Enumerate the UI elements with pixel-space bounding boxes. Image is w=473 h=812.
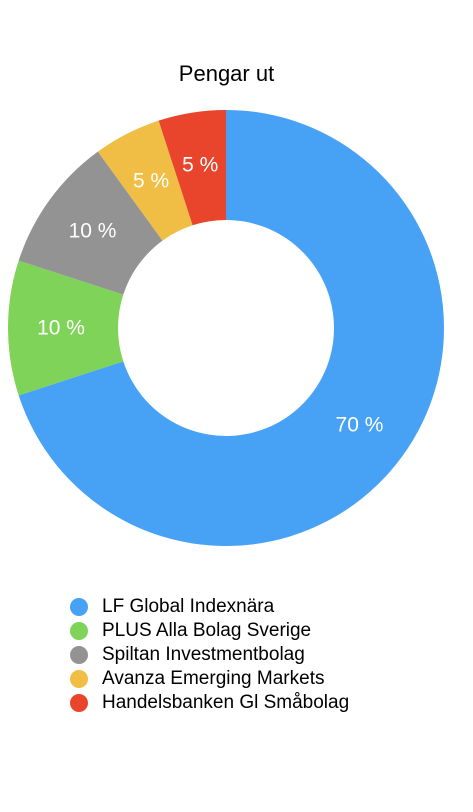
slice-handelsbanken-gl-smabolag: [158, 110, 226, 226]
slice-label-lf-global-indexnara: 70 %: [336, 413, 384, 436]
legend-swatch: [70, 670, 88, 688]
donut-slice-labels: 70 % 10 % 10 % 5 % 5 %: [37, 154, 383, 437]
legend-item-plus-alla-bolag-sverige: PLUS Alla Bolag Sverige: [70, 619, 349, 643]
donut-slices: [8, 110, 445, 546]
slice-label-avanza-emerging-markets: 5 %: [133, 169, 169, 192]
legend-swatch: [70, 598, 88, 616]
slice-label-spiltan-investmentbolag: 10 %: [69, 220, 117, 243]
legend-swatch: [70, 646, 88, 664]
legend-label: PLUS Alla Bolag Sverige: [102, 620, 312, 641]
legend-item-avanza-emerging-markets: Avanza Emerging Markets: [70, 667, 349, 691]
slice-plus-alla-bolag-sverige: [8, 260, 124, 396]
slice-label-plus-alla-bolag-sverige: 10 %: [37, 317, 85, 340]
legend: LF Global Indexnära PLUS Alla Bolag Sveri…: [70, 595, 349, 715]
slice-label-handelsbanken-gl-smabolag: 5 %: [182, 154, 218, 177]
legend-item-lf-global-indexnara: LF Global Indexnära: [70, 595, 349, 619]
chart-title: Pengar ut: [178, 61, 275, 86]
legend-swatch: [70, 694, 88, 712]
legend-label: Avanza Emerging Markets: [102, 668, 325, 689]
legend-item-handelsbanken-gl-smabolag: Handelsbanken Gl Småbolag: [70, 691, 349, 715]
legend-item-spiltan-investmentbolag: Spiltan Investmentbolag: [70, 643, 349, 667]
slice-lf-global-indexnara: [18, 110, 445, 546]
slice-avanza-emerging-markets: [97, 120, 193, 241]
legend-label: LF Global Indexnära: [102, 596, 275, 617]
legend-swatch: [70, 622, 88, 640]
legend-label: Handelsbanken Gl Småbolag: [102, 692, 350, 713]
slice-spiltan-investmentbolag: [18, 151, 163, 295]
legend-label: Spiltan Investmentbolag: [102, 644, 305, 665]
